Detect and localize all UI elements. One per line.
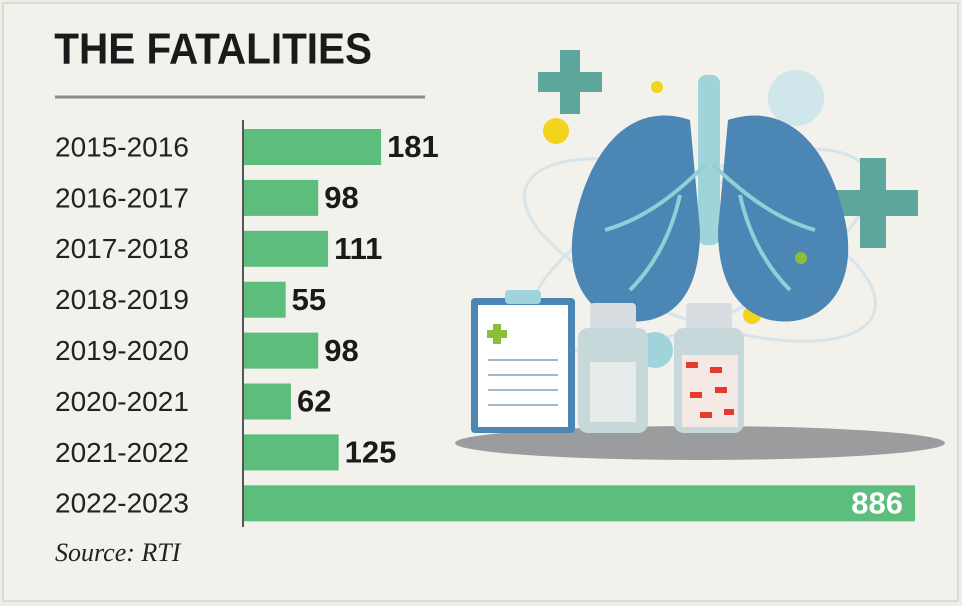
data-label: 125 (345, 435, 397, 470)
bar (244, 384, 291, 420)
category-label: 2020-2021 (55, 386, 189, 417)
data-label: 55 (292, 282, 326, 317)
data-label: 181 (387, 129, 439, 164)
data-label: 98 (324, 180, 358, 215)
bar (244, 129, 381, 165)
category-label: 2021-2022 (55, 437, 189, 468)
bar (244, 333, 318, 369)
bar (244, 485, 915, 521)
category-label: 2017-2018 (55, 233, 189, 264)
data-label: 111 (334, 231, 382, 266)
bar (244, 231, 328, 267)
data-label: 98 (324, 333, 358, 368)
category-label: 2015-2016 (55, 131, 189, 162)
source: Source: RTI (55, 538, 182, 567)
category-label: 2019-2020 (55, 335, 189, 366)
data-label: 886 (851, 485, 903, 520)
bar (244, 282, 286, 318)
category-label: 2018-2019 (55, 284, 189, 315)
page: THE FATALITIES Source: RTI 2015-2016 181 2… (0, 0, 962, 606)
chart: THE FATALITIES Source: RTI 2015-2016 181 2… (0, 0, 962, 606)
data-label: 62 (297, 384, 331, 419)
category-label: 2022-2023 (55, 488, 189, 519)
bar (244, 180, 318, 216)
chart-title: THE FATALITIES (54, 24, 372, 73)
bar (244, 434, 339, 470)
category-label: 2016-2017 (55, 182, 189, 213)
